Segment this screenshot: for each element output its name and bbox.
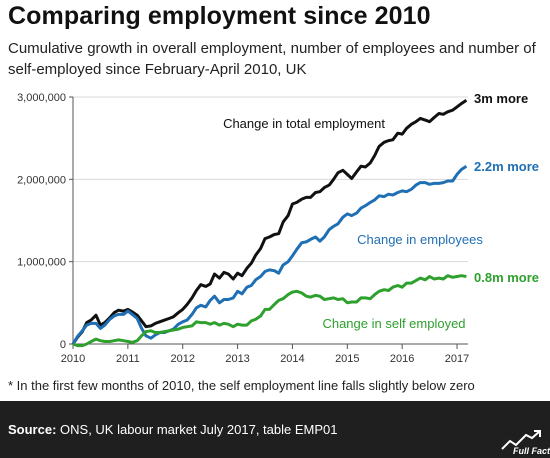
series-label-total: Change in total employment <box>223 116 385 131</box>
grid-layer <box>73 96 468 263</box>
y-tick-label: 2,000,000 <box>17 174 66 186</box>
y-tick-label: 3,000,000 <box>17 92 66 104</box>
series-label-self: Change in self employed <box>322 316 465 331</box>
end-label-self: 0.8m more <box>474 270 539 285</box>
x-tick-label: 2017 <box>445 353 469 365</box>
employment-line-chart: 0 1,000,000 2,000,000 3,000,000 2010 2011 2012… <box>17 91 539 365</box>
page-title: Comparing employment since 2010 <box>8 2 431 30</box>
x-tick-label: 2010 <box>61 353 85 365</box>
source-text: Source: ONS, UK labour market July 2017,… <box>8 422 337 437</box>
end-label-employees: 2.2m more <box>474 159 539 174</box>
y-tick-label: 1,000,000 <box>17 257 66 269</box>
x-tick-label: 2015 <box>335 353 359 365</box>
series-line-employees <box>71 164 468 345</box>
x-tick-label: 2016 <box>390 353 414 365</box>
series-line-self <box>72 274 467 348</box>
full-fact-logo-icon <box>501 430 541 450</box>
x-tick-label: 2013 <box>225 353 249 365</box>
source-label: Source: <box>8 422 57 437</box>
x-tick-label: 2012 <box>170 353 194 365</box>
source-detail: ONS, UK labour market July 2017, table E… <box>56 422 338 437</box>
label-layer: Change in total employment 3m more Change … <box>223 91 539 331</box>
page-subtitle: Cumulative growth in overall employment,… <box>8 40 536 78</box>
end-label-total: 3m more <box>474 91 528 106</box>
axis-layer: 0 1,000,000 2,000,000 3,000,000 2010 2011 2012… <box>17 92 469 365</box>
series-layer <box>71 99 468 348</box>
x-tick-label: 2011 <box>116 353 140 365</box>
series-line-total <box>71 99 468 345</box>
logo-label: Full Fact <box>512 446 550 456</box>
x-tick-label: 2014 <box>280 353 304 365</box>
y-tick-label: 0 <box>60 339 66 351</box>
series-label-employees: Change in employees <box>357 232 483 247</box>
source-bar: Source: ONS, UK labour market July 2017,… <box>0 401 550 458</box>
footnote: * In the first few months of 2010, the s… <box>8 378 475 393</box>
